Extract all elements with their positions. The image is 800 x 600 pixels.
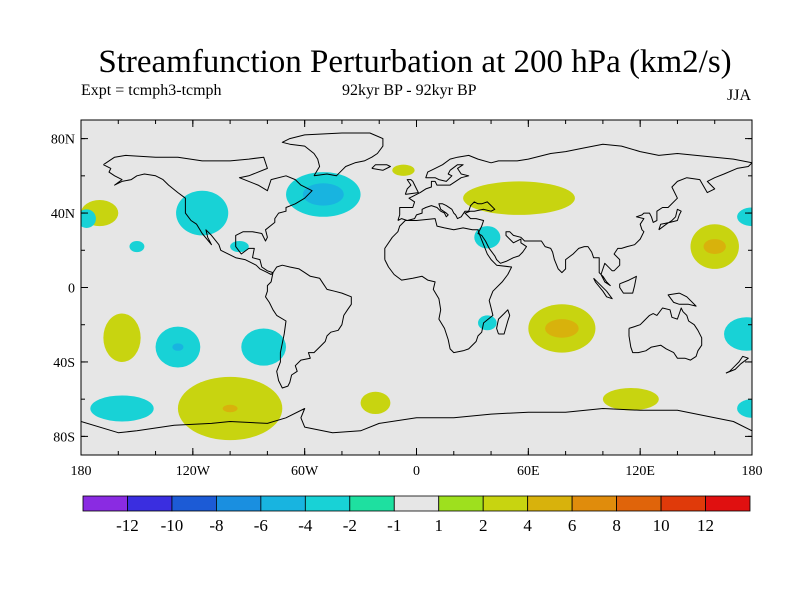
anomaly-region-5 [230,240,249,253]
anomaly-region-10 [737,207,752,227]
coastlines [81,132,752,434]
colorbar-swatch-5 [304,495,351,512]
colorbar-swatch-7 [393,495,440,512]
lon-tick-label: 180 [742,464,763,479]
coastline-2 [384,218,513,354]
coastline-1 [265,264,352,389]
colorbar-label: 8 [612,516,621,535]
colorbar-swatch-4 [260,495,306,512]
coastline-6 [496,309,511,335]
anomaly-region-21 [737,399,752,418]
colorbar-swatch-13 [660,495,706,512]
coastline-11 [667,292,697,307]
anomaly-region-1 [176,190,229,236]
anomaly-region-15 [478,315,497,331]
anomaly-region-17 [90,395,154,422]
colorbar-swatch-14 [705,495,751,512]
colorbar-label: 4 [523,516,532,535]
anomaly-region-7 [392,164,415,176]
coastline-12 [593,277,613,300]
colorbar-swatch-6 [349,495,395,512]
season-label: JJA [727,87,752,104]
coastline-14 [81,408,752,434]
latitude-axis: 80N 40N 0 40S 80S [51,133,752,445]
lat-tick-label: 40S [53,356,75,371]
coastline-8 [658,208,682,231]
coastline-13 [619,275,637,294]
colorbar-label: -8 [209,516,223,535]
colorbar-label: 1 [434,516,443,535]
anomaly-core-12 [172,343,184,351]
coastline-10 [725,355,749,374]
lon-tick-label: 60W [291,464,319,479]
anomaly-region-13 [241,328,287,366]
colorbar-swatch-11 [571,495,618,512]
lon-tick-label: 180 [71,464,92,479]
coastline-0 [103,154,313,275]
period-label: 92kyr BP - 92kyr BP [342,82,477,99]
anomaly-core-18 [222,404,238,413]
lon-tick-label: 120E [625,464,655,479]
colorbar-swatch-1 [127,495,173,512]
anomaly-region-16 [724,317,752,351]
colorbar-label: 10 [653,516,670,535]
colorbar-label: -4 [298,516,313,535]
colorbar-label: -10 [161,516,184,535]
colorbar-swatch-2 [171,495,217,512]
colorbar-swatch-0 [82,495,128,512]
colorbar-label: 2 [479,516,488,535]
anomaly-core-9 [703,239,726,254]
anomaly-region-11 [103,313,141,362]
colorbar-label: 12 [697,516,714,535]
colorbar-label: 6 [568,516,577,535]
lat-tick-label: 80S [53,430,75,445]
colorbar-label: -1 [387,516,401,535]
coastline-7 [404,179,419,195]
colorbar-swatch-10 [527,495,573,512]
lat-tick-label: 80N [51,133,75,148]
experiment-label: Expt = tcmph3-tcmph [81,82,222,99]
lat-tick-label: 40N [51,207,75,222]
colorbar: -12 -10 -8 -6 -4 -2 -1 1 2 4 6 8 10 12 [82,495,751,535]
coastline-3 [397,143,752,287]
colorbar-swatch-8 [438,495,484,512]
anomaly-region-6 [463,181,575,215]
colorbar-label: -12 [116,516,139,535]
anomaly-region-4 [129,240,145,253]
longitude-axis: 180 120W 60W 0 60E 120E 180 [71,120,763,479]
lon-tick-label: 120W [176,464,211,479]
anomaly-region-8 [474,226,501,249]
colorbar-swatch-3 [215,495,262,512]
lon-tick-label: 60E [517,464,540,479]
plot-title: Streamfunction Perturbation at 200 hPa (… [98,44,732,80]
coastline-9 [371,164,391,171]
coastline-4 [628,307,703,361]
anomaly-region-3 [81,209,96,228]
anomaly-core-14 [545,319,579,338]
lat-tick-label: 0 [68,282,75,297]
anomaly-core-0 [302,183,344,206]
colorbar-label: -6 [254,516,268,535]
anomaly-contours [81,164,752,441]
colorbar-swatch-9 [482,495,529,512]
colorbar-label: -2 [343,516,357,535]
lon-tick-label: 0 [413,464,420,479]
anomaly-region-19 [360,391,391,415]
coastline-5 [281,132,384,177]
anomaly-region-20 [602,388,659,411]
colorbar-swatch-12 [616,495,662,512]
